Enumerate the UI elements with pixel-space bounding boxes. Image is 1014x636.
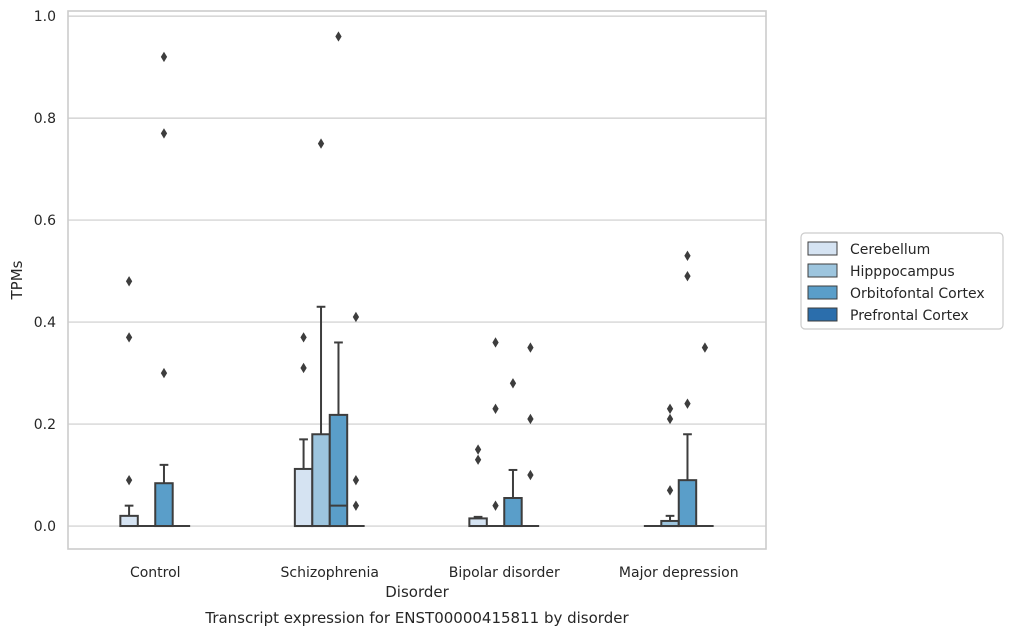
box-orbitofontal-cortex-0 [154, 463, 174, 528]
gridlines [68, 15, 766, 527]
y-tick-label: 0.8 [34, 111, 56, 127]
outlier-point [492, 403, 499, 414]
legend-label: Cerebellum [850, 242, 930, 258]
y-tick-label: 0.6 [34, 213, 56, 229]
box-hipppocampus-3 [660, 514, 680, 528]
outlier-point [701, 342, 709, 353]
outlier-point [492, 500, 499, 511]
outlier-point [335, 31, 342, 42]
y-tick-label: 0.0 [34, 519, 56, 535]
box-orbitofontal-cortex-3 [677, 433, 698, 528]
y-axis-label: TPMs [8, 260, 26, 300]
legend-label: Prefrontal Cortex [850, 308, 969, 324]
box-cerebellum-0 [119, 504, 139, 528]
legend-swatch [807, 307, 838, 322]
x-axis-ticks: Control Schizophrenia Bipolar disorder Majo… [130, 565, 739, 581]
legend-swatch [807, 285, 838, 300]
outlier-point [527, 469, 534, 481]
outlier-point [352, 311, 360, 323]
box-body [293, 467, 314, 528]
x-tick-label: Schizophrenia [281, 565, 379, 581]
outlier-point [509, 378, 517, 389]
outlier-points [125, 31, 709, 511]
box-body [328, 413, 349, 528]
outlier-point [300, 332, 307, 343]
x-tick-label: Major depression [619, 565, 739, 581]
outlier-point [666, 403, 674, 414]
box-cerebellum-2 [468, 515, 488, 528]
box-body [154, 482, 174, 528]
x-tick-label: Bipolar disorder [449, 565, 560, 581]
outlier-point [352, 474, 360, 486]
x-tick-label: Control [130, 565, 181, 581]
outlier-point [352, 500, 360, 511]
legend: Cerebellum Hipppocampus Orbitofontal Corte… [800, 232, 1004, 330]
box-cerebellum-1 [293, 438, 314, 528]
y-tick-label: 1.0 [34, 9, 56, 25]
box-body [503, 497, 523, 528]
outlier-point [684, 250, 691, 261]
outlier-point [527, 342, 534, 353]
outlier-point [684, 398, 691, 409]
legend-frame [800, 232, 1004, 330]
box-orbitofontal-cortex-1 [328, 341, 349, 528]
y-axis-ticks: 0.0 0.2 0.4 0.6 0.8 1.0 [34, 9, 56, 535]
outlier-point [125, 474, 133, 486]
outlier-point [160, 128, 168, 139]
legend-label: Orbitofontal Cortex [850, 286, 985, 302]
box-plot-area [119, 305, 714, 528]
box-body [311, 433, 331, 528]
legend-swatch [807, 241, 838, 256]
y-tick-label: 0.2 [34, 417, 56, 433]
legend-label: Hipppocampus [850, 264, 955, 280]
outlier-point [684, 271, 691, 282]
outlier-point [474, 444, 482, 455]
outlier-point [666, 413, 674, 425]
outlier-point [317, 138, 325, 149]
x-axis-label: Disorder [385, 583, 449, 601]
outlier-point [125, 276, 133, 287]
legend-swatch [807, 263, 838, 278]
outlier-point [666, 485, 674, 496]
box-body [468, 517, 488, 528]
outlier-point [474, 454, 482, 465]
outlier-point [160, 51, 168, 63]
box-hipppocampus-1 [311, 305, 331, 528]
outlier-point [300, 362, 307, 374]
y-tick-label: 0.4 [34, 315, 56, 331]
box-body [677, 479, 698, 528]
box-body [119, 514, 139, 528]
plot-frame [67, 10, 767, 550]
outlier-point [125, 332, 133, 343]
chart-caption: Transcript expression for ENST0000041581… [204, 609, 629, 627]
outlier-point [160, 367, 168, 379]
outlier-point [527, 413, 534, 425]
box-orbitofontal-cortex-2 [503, 468, 523, 528]
outlier-point [492, 337, 499, 348]
